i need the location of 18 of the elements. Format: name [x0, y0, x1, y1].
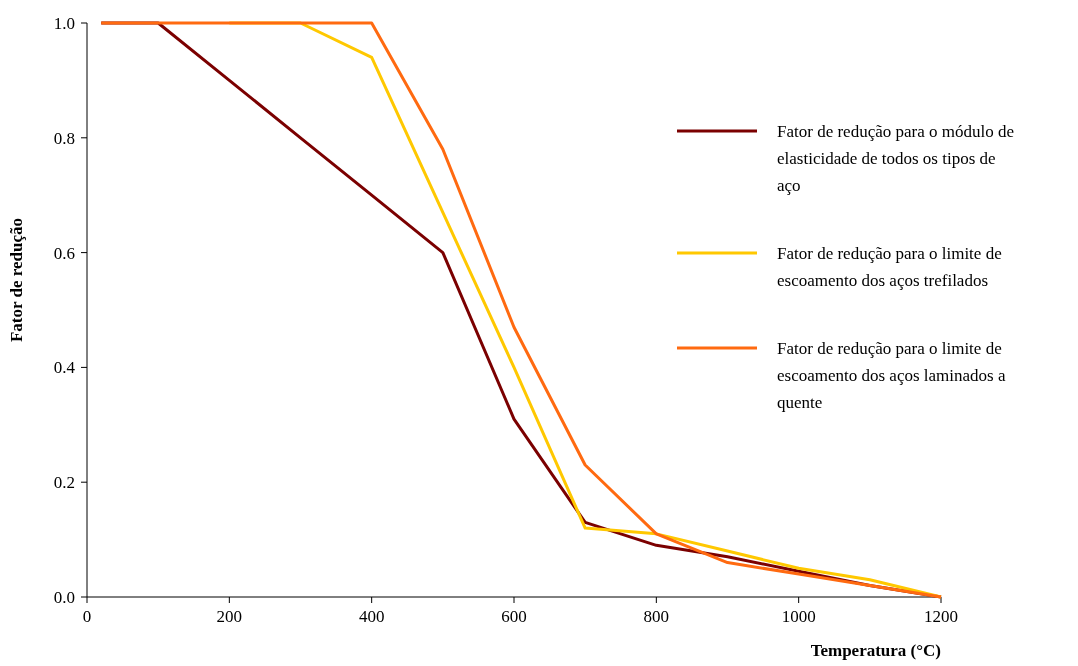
y-tick-label: 0.4	[53, 358, 76, 378]
legend-label: Fator de redução para o módulo de elasticidade de todos os tipos de aço	[777, 122, 1014, 195]
x-tick-label: 400	[358, 607, 385, 626]
x-tick-label: 600	[501, 607, 527, 626]
y-tick-label: 0.0	[53, 588, 75, 607]
y-tick-label: 0.8	[53, 128, 75, 148]
x-tick-label: 1200	[924, 607, 958, 626]
y-axis-title: Fator de redução	[7, 217, 26, 343]
x-axis-title: Temperatura (°C)	[810, 641, 941, 660]
y-tick-label: 0.6	[53, 243, 75, 263]
x-tick-label: 0	[82, 607, 92, 626]
x-tick-label: 200	[216, 607, 243, 626]
y-tick-label: 0.2	[53, 473, 75, 493]
x-tick-label: 1000	[781, 607, 816, 626]
y-tick-label: 1.0	[53, 14, 75, 33]
legend-label: Fator de redução para o limite de escoamento dos aços trefilados	[777, 244, 1002, 290]
legend-label: Fator de redução para o limite de escoamento dos aços laminados a quente	[777, 339, 1006, 412]
x-tick-label: 800	[643, 607, 670, 626]
